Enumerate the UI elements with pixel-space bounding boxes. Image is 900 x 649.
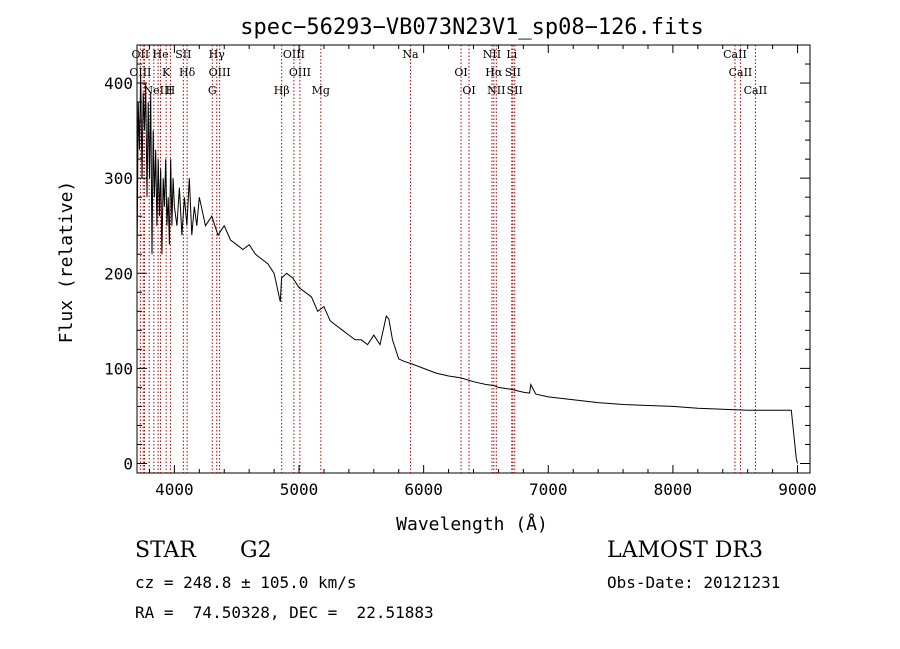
y-tick-label: 300 <box>104 169 133 188</box>
line-label: OIII <box>283 48 305 61</box>
line-label: OI <box>462 84 475 97</box>
chart-title: spec−56293−VB073N23V1_sp08−126.fits <box>240 15 704 40</box>
line-label: Hγ <box>209 48 226 61</box>
line-label: OIII <box>209 66 231 79</box>
line-label: CaII <box>729 66 753 79</box>
spectral-line-labels: OIIOIIINeIIIHeKHSIIHδGHγOIIIHβOIIIOIIIMg… <box>129 48 767 97</box>
line-label: CaII <box>744 84 768 97</box>
line-label: He <box>153 48 169 61</box>
x-tick-label: 6000 <box>404 480 443 499</box>
x-tick-label: 4000 <box>155 480 194 499</box>
x-tick-label: 9000 <box>778 480 817 499</box>
line-label: SII <box>175 48 191 61</box>
x-axis: 4000 5000 6000 7000 8000 9000 <box>148 45 817 499</box>
x-tick-label: 8000 <box>654 480 693 499</box>
y-tick-label: 200 <box>104 264 133 283</box>
line-label: SII <box>507 84 523 97</box>
x-tick-label: 7000 <box>529 480 568 499</box>
line-label: OIII <box>289 66 311 79</box>
y-tick-label: 0 <box>123 454 133 473</box>
line-label: Mg <box>312 84 330 97</box>
y-axis: 0 100 200 300 400 <box>104 63 810 473</box>
line-label: K <box>162 66 171 79</box>
line-label: G <box>208 84 217 97</box>
line-label: Na <box>402 48 419 61</box>
line-label: Li <box>506 48 517 61</box>
object-class: STAR <box>135 538 196 563</box>
line-label: H <box>166 84 176 97</box>
line-label: Hα <box>485 66 503 79</box>
line-label: SII <box>505 66 521 79</box>
spectrum-series-line <box>136 73 798 464</box>
line-label: OI <box>454 66 467 79</box>
line-label: Hδ <box>179 66 196 79</box>
line-label: OII <box>132 48 150 61</box>
line-label: Hβ <box>274 84 290 97</box>
survey-name: LAMOST DR3 <box>607 538 763 563</box>
y-tick-label: 100 <box>104 359 133 378</box>
redshift-cz: cz = 248.8 ± 105.0 km/s <box>135 573 357 592</box>
line-label: OIII <box>129 66 151 79</box>
x-axis-label: Wavelength (Å) <box>396 513 548 535</box>
line-label: NII <box>487 84 505 97</box>
coordinates: RA = 74.50328, DEC = 22.51883 <box>135 603 434 622</box>
line-label: NII <box>483 48 501 61</box>
y-axis-label: Flux (relative) <box>56 181 77 344</box>
line-label: CaII <box>723 48 747 61</box>
spectral-line-markers <box>139 45 756 473</box>
y-tick-label: 400 <box>104 74 133 93</box>
object-subclass: G2 <box>240 538 272 563</box>
observation-date: Obs-Date: 20121231 <box>607 573 781 592</box>
x-tick-label: 5000 <box>280 480 319 499</box>
